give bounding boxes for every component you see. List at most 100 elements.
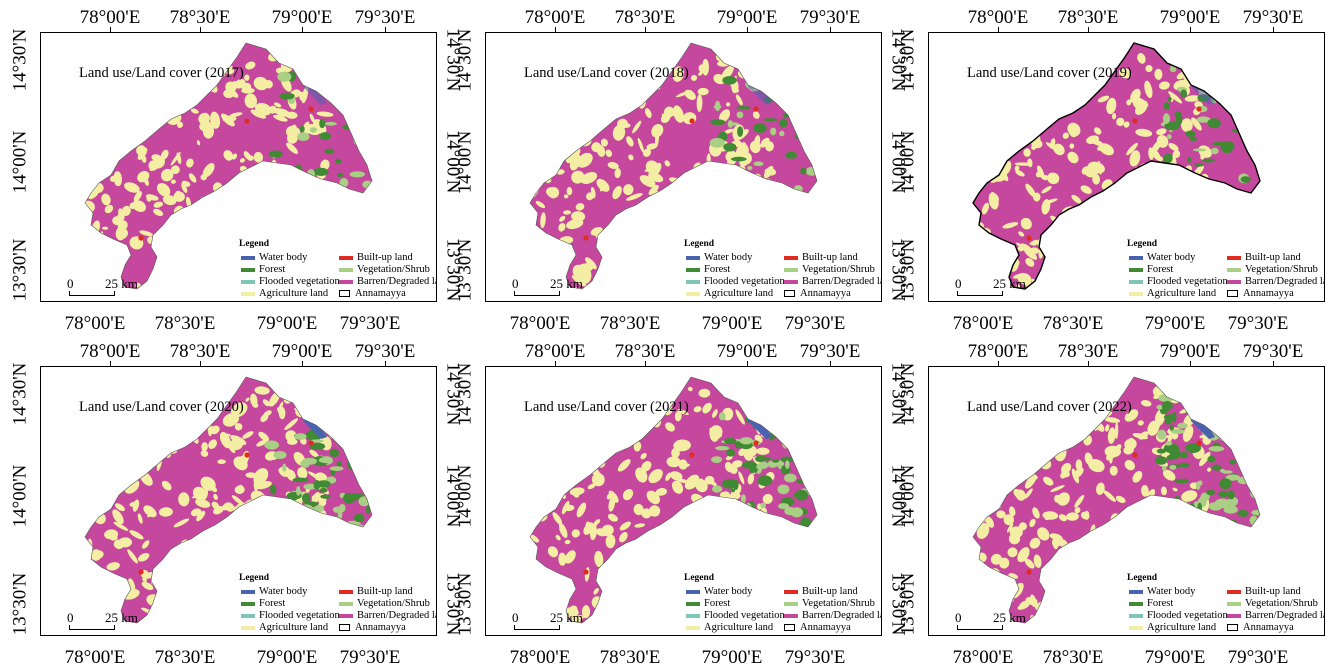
agriculture-patch [1035,616,1052,625]
forest-patch [303,514,316,525]
forest-patch [722,76,736,85]
agriculture-patch [655,243,673,260]
agriculture-patch [716,508,735,525]
forest-patch [314,505,324,512]
agriculture-patch [1202,77,1215,90]
agriculture-patch [173,387,185,397]
agriculture-patch [635,84,646,98]
forest-patch [359,496,371,506]
agriculture-patch [672,274,680,283]
legend-swatch [784,624,795,631]
forest-patch [310,407,322,414]
forest-patch [1238,436,1246,444]
left-lat-label: 14°00'N [456,465,475,528]
forest-patch [325,122,337,126]
agriculture-patch [1028,441,1041,455]
agriculture-patch [138,422,148,430]
agriculture-patch [1057,215,1075,225]
forest-patch [1176,114,1183,125]
agriculture-patch [1187,66,1199,78]
agriculture-patch [1026,120,1036,135]
legend-item: Flooded vegetation [1129,611,1228,622]
agriculture-patch [732,226,748,240]
legend-title: Legend [1127,239,1157,249]
agriculture-patch [972,245,992,266]
forest-patch [337,461,343,466]
legend-item: Annamayya [339,623,406,634]
agriculture-patch [554,104,561,119]
forest-patch [754,123,767,133]
forest-patch [1228,397,1236,402]
agriculture-patch [133,452,154,472]
agriculture-patch [1103,579,1115,594]
legend-swatch [1227,256,1241,260]
forest-patch [1155,456,1167,465]
legend-label: Water body [1147,586,1195,597]
legend-swatch [241,590,255,594]
scale-distance: 25 km [550,276,583,292]
agriculture-patch [745,52,753,61]
legend-swatch [686,590,700,594]
forest-patch [710,138,725,148]
forest-patch [295,165,303,174]
legend-item: Built-up land [1227,587,1301,598]
agriculture-patch [177,215,190,228]
agriculture-patch [283,574,292,582]
agriculture-patch [1118,228,1132,238]
agriculture-patch [719,198,737,210]
agriculture-patch [642,219,657,239]
agriculture-patch [104,445,118,452]
agriculture-patch [991,114,1002,122]
forest-patch [1196,481,1200,490]
agriculture-patch [252,542,264,557]
agriculture-patch [997,387,1007,397]
legend-label: Annamayya [800,622,851,633]
agriculture-patch [148,612,152,623]
forest-patch [1209,446,1225,452]
forest-patch [355,96,364,100]
forest-patch [1237,69,1250,79]
forest-patch [772,459,779,463]
legend-item: Agriculture land [241,289,328,300]
legend-swatch [686,626,700,630]
top-lon-label: 78°30'E [170,8,231,27]
agriculture-patch [311,517,331,535]
agriculture-patch [1092,250,1098,256]
forest-patch [1156,501,1166,510]
agriculture-patch [1031,449,1048,462]
agriculture-patch [1095,562,1113,578]
legend-item: Built-up land [784,587,858,598]
legend-label: Barren/Degraded land [357,610,437,621]
agriculture-patch [975,52,986,65]
forest-patch [1189,137,1197,141]
agriculture-patch [633,576,649,588]
agriculture-patch [749,182,767,200]
agriculture-patch [981,130,988,139]
agriculture-patch [650,215,661,233]
agriculture-patch [156,571,161,576]
legend-swatch [686,280,700,284]
agriculture-patch [990,239,1004,256]
agriculture-patch [1144,510,1156,524]
built-up-spot [1170,166,1175,171]
forest-patch [1209,522,1218,527]
agriculture-patch [166,89,179,98]
agriculture-patch [1130,217,1149,229]
agriculture-patch [654,49,668,65]
top-lon-label: 78°00'E [968,342,1029,361]
legend-label: Water body [1147,252,1195,263]
bottom-lon-label: 78°00'E [953,314,1014,333]
forest-patch [770,128,776,136]
agriculture-patch [172,89,183,100]
agriculture-patch [1060,215,1066,220]
agriculture-patch [1060,562,1068,575]
agriculture-patch [650,584,666,599]
forest-patch [302,493,310,503]
forest-patch [1168,97,1172,101]
agriculture-patch [649,231,664,244]
agriculture-patch [1159,217,1165,225]
agriculture-patch [177,231,186,239]
forest-patch [362,462,371,467]
agriculture-patch [1128,186,1137,195]
forest-patch [1165,419,1172,424]
